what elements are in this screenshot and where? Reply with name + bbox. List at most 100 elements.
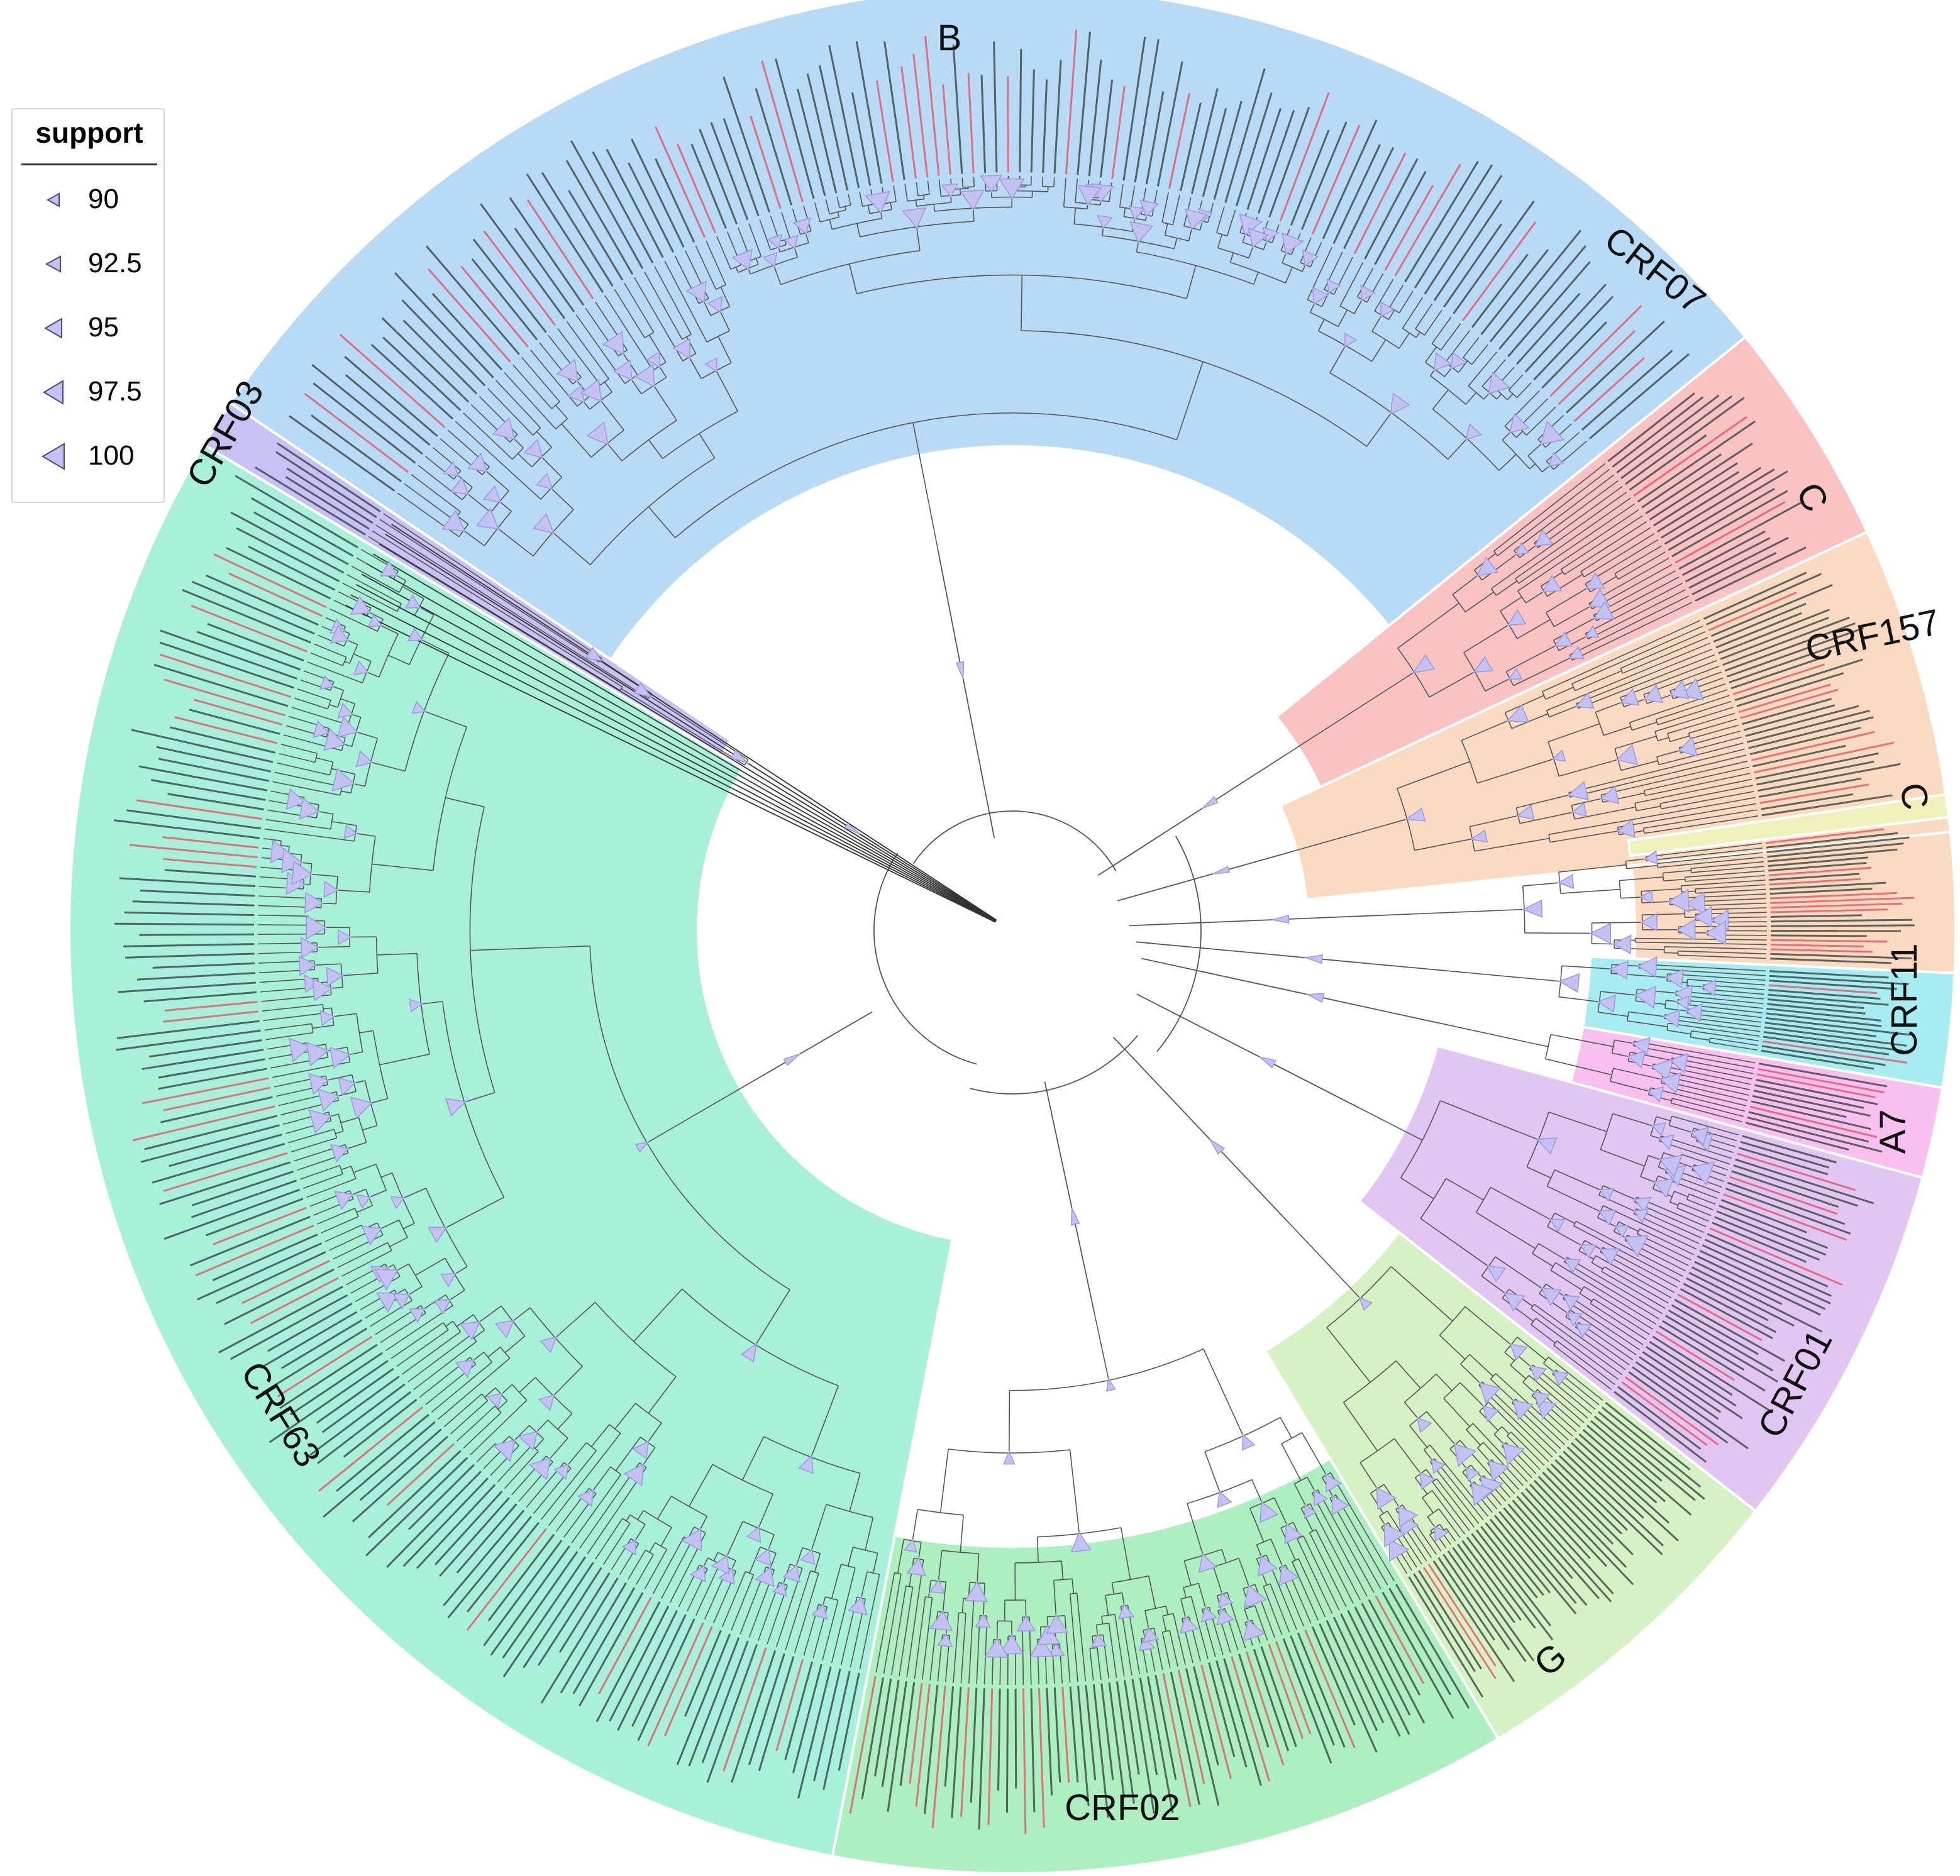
tip-label-mark [1664, 470, 1788, 545]
tip-branch [1097, 1647, 1102, 1680]
tip-branch [1366, 273, 1384, 303]
internal-branch [336, 890, 370, 893]
tip-label-mark [1588, 353, 1690, 439]
tip-branch [1644, 815, 1759, 834]
tip-branch [890, 1586, 907, 1675]
internal-branch [348, 1051, 363, 1056]
support-marker [1202, 796, 1219, 809]
internal-branch [1165, 1606, 1169, 1615]
support-marker [533, 513, 555, 534]
tip-label-mark [851, 92, 872, 186]
tip-label-mark [1678, 500, 1805, 570]
branch-arc [635, 1403, 662, 1424]
tip-branch [1576, 1220, 1683, 1277]
tip-label-mark [1065, 30, 1078, 175]
branch-arc [1670, 1098, 1673, 1103]
tip-branch [1270, 1583, 1290, 1633]
tip-label-mark [212, 1233, 318, 1281]
internal-branch [402, 1223, 415, 1230]
support-marker [281, 848, 303, 874]
internal-branch [1574, 806, 1636, 820]
internal-branch [1440, 1100, 1539, 1140]
internal-branch [1485, 678, 1510, 692]
tip-label-mark [1022, 1688, 1027, 1835]
internal-branch [648, 506, 676, 539]
tip-label-mark [1699, 1249, 1826, 1310]
tip-label-mark [1767, 1003, 1866, 1015]
tip-branch [443, 1393, 482, 1428]
internal-branch [368, 611, 384, 620]
support-marker [1217, 1490, 1232, 1508]
internal-branch [1409, 1425, 1427, 1448]
internal-branch [1628, 1011, 1665, 1017]
support-marker [1529, 1366, 1548, 1382]
tip-label-mark [1633, 416, 1747, 497]
branch-arc [1216, 232, 1227, 237]
branch-arc [1517, 590, 1527, 604]
internal-branch [1293, 1483, 1307, 1506]
tip-branch [1691, 866, 1764, 873]
tip-label-mark [191, 1179, 297, 1218]
tip-label-mark [196, 1242, 323, 1301]
support-marker [553, 1464, 569, 1480]
support-marker [1558, 973, 1580, 993]
internal-branch [1538, 1243, 1566, 1261]
internal-branch [497, 1400, 508, 1410]
tip-label-mark [1134, 39, 1160, 183]
tip-label-mark [207, 622, 304, 662]
tip-label-mark [1534, 1479, 1634, 1586]
tip-branch [262, 1004, 323, 1012]
internal-branch [370, 761, 406, 772]
support-marker [1325, 1473, 1342, 1493]
tip-branch [875, 1572, 895, 1673]
internal-branch [1388, 309, 1395, 320]
internal-branch [379, 1054, 430, 1066]
tip-label-mark [1737, 1152, 1856, 1191]
internal-branch [634, 1524, 646, 1542]
internal-branch [1285, 267, 1293, 284]
internal-branch [1290, 819, 1407, 852]
tip-label-mark [352, 1435, 448, 1523]
support-marker [1512, 1399, 1534, 1421]
support-marker [443, 461, 459, 477]
support-marker [1540, 421, 1565, 445]
internal-branch [1636, 805, 1661, 812]
internal-branch [1559, 759, 1619, 777]
tip-branch [1561, 515, 1643, 570]
internal-branch [1620, 897, 1642, 899]
tip-label-mark [1748, 1111, 1869, 1143]
internal-branch [1612, 1113, 1654, 1127]
support-marker [1575, 692, 1595, 709]
internal-branch [1397, 761, 1470, 789]
internal-branch [457, 474, 473, 488]
internal-branch [1663, 869, 1691, 874]
internal-branch [1619, 876, 1664, 881]
tip-branch [1114, 1614, 1125, 1677]
internal-branch [590, 1424, 610, 1447]
clade-label-CRF11: CRF11 [1884, 943, 1925, 1056]
tip-label-mark [538, 1567, 602, 1666]
tip-branch [1656, 695, 1730, 720]
tip-branch [1429, 1444, 1488, 1517]
tip-label-mark [1170, 1672, 1200, 1806]
tip-label-mark [1147, 1676, 1174, 1813]
tip-label-mark [1639, 1356, 1722, 1413]
tip-label-mark [143, 991, 257, 1003]
internal-branch [1517, 1337, 1546, 1361]
support-marker [1470, 1482, 1494, 1506]
tip-label-mark [1748, 716, 1874, 749]
tip-label-mark [1768, 856, 1869, 868]
internal-branch [1526, 1166, 1551, 1179]
internal-branch [1422, 1497, 1434, 1513]
tip-branch [390, 1322, 444, 1359]
support-marker [1651, 1122, 1666, 1137]
tip-label-mark [1394, 163, 1461, 277]
tip-branch [1553, 1345, 1612, 1390]
tip-label-mark [1662, 1320, 1745, 1371]
tip-branch [1709, 1042, 1758, 1051]
internal-branch [1481, 1275, 1507, 1294]
tip-label-mark [784, 1661, 813, 1760]
support-marker [1693, 906, 1713, 928]
support-marker [1614, 1225, 1629, 1239]
tip-label-mark [132, 900, 255, 907]
